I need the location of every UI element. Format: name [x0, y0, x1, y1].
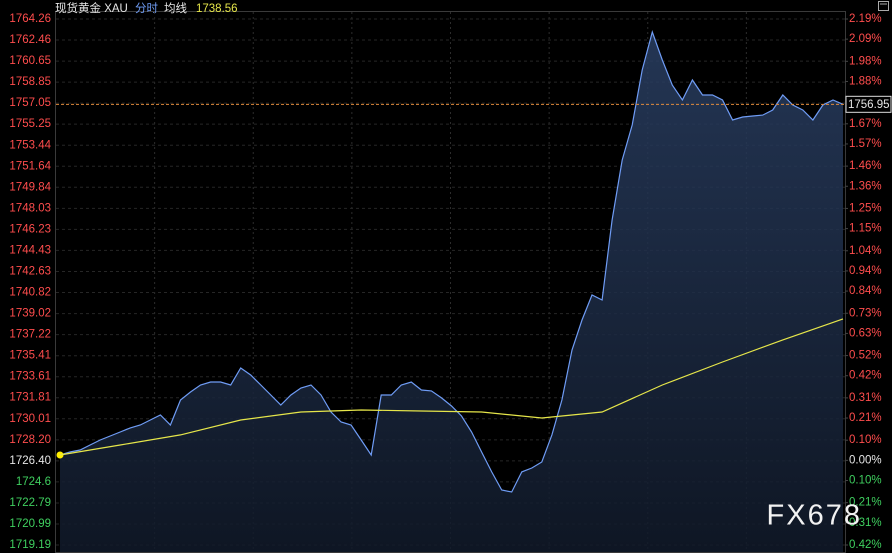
average-value: 1738.56 [196, 3, 238, 15]
y2-tick-label: 0.63% [849, 327, 882, 339]
y-tick-label: 1746.23 [9, 223, 51, 235]
watermark: FX678 [767, 500, 862, 532]
y-tick-label: 1749.84 [9, 181, 51, 193]
y2-tick-label: 0.21% [849, 497, 882, 509]
y-tick-label: 1760.65 [9, 55, 51, 67]
chart-title: 现货黄金 XAU [55, 1, 128, 15]
y2-tick-label: 1.04% [849, 245, 882, 257]
y2-tick-label: 0.10% [849, 475, 882, 487]
y-tick-label: 1748.03 [9, 202, 51, 214]
y-tick-label: 1744.43 [9, 244, 51, 256]
y2-tick-label: 2.09% [849, 33, 882, 45]
y2-tick-label: 1.98% [849, 55, 882, 67]
y2-tick-label: 2.19% [849, 13, 882, 25]
y2-tick-label: 0.31% [849, 392, 882, 404]
average-label: 均线 [164, 1, 187, 15]
average-line [59, 318, 844, 456]
y-tick-label: 1757.05 [9, 97, 51, 109]
y-tick-label: 1753.44 [9, 139, 51, 151]
y-tick-label: 1719.19 [9, 539, 51, 551]
y-tick-label: 1731.81 [9, 392, 51, 404]
y2-tick-label: 0.84% [849, 285, 882, 297]
y2-tick-label: 0.10% [849, 434, 882, 446]
y2-tick-label: 0.00% [849, 454, 882, 466]
y2-tick-label: 1.67% [849, 118, 882, 130]
y-tick-label: 1722.79 [9, 497, 51, 509]
y-tick-label: 1764.26 [9, 13, 51, 25]
y-tick-label: 1737.22 [9, 329, 51, 341]
marks [56, 29, 845, 552]
y2-tick-label: 1.57% [849, 138, 882, 150]
y-tick-label: 1733.61 [9, 371, 51, 383]
y-tick-label: 1755.25 [9, 118, 51, 130]
y-tick-label: 1720.99 [9, 518, 51, 530]
y-tick-label: 1740.82 [9, 287, 51, 299]
y-tick-label: 1739.02 [9, 308, 51, 320]
y2-tick-label: 0.42% [849, 370, 882, 382]
y-tick-label: 1762.46 [9, 34, 51, 46]
reference-label-box [845, 95, 892, 113]
mode-label: 分时 [135, 2, 158, 15]
price-area [60, 32, 843, 552]
y2-tick-label: 0.94% [849, 265, 882, 277]
y-tick-label: 1726.40 [9, 455, 51, 467]
y-tick-label: 1742.63 [9, 265, 51, 277]
y2-tick-label: 0.31% [849, 517, 882, 529]
y2-tick-label: 1.25% [849, 202, 882, 214]
y2-tick-label: 1.15% [849, 223, 882, 235]
y-tick-label: 1735.41 [9, 350, 51, 362]
corner-icon[interactable] [878, 1, 889, 11]
y-tick-label: 1758.85 [9, 76, 51, 88]
y2-tick-label: 0.73% [849, 307, 882, 319]
y2-tick-label: 0.21% [849, 412, 882, 424]
y-tick-label: 1724.6 [16, 476, 51, 488]
y2-tick-label: 0.52% [849, 350, 882, 362]
y-tick-label: 1751.64 [9, 160, 51, 172]
reference-label: 1756.95 [848, 99, 890, 111]
y2-tick-label: 1.46% [849, 160, 882, 172]
labels: 1764.26 1762.46 1760.65 1758.85 1757.05 1755.… [9, 13, 892, 551]
y2-tick-label: 1.88% [849, 76, 882, 88]
start-dot [56, 451, 64, 459]
y-tick-label: 1730.01 [9, 413, 51, 425]
price-line [59, 29, 844, 493]
y2-tick-label: 0.42% [849, 539, 882, 551]
y2-tick-label: 1.36% [849, 180, 882, 192]
y-tick-label: 1728.20 [9, 434, 51, 446]
